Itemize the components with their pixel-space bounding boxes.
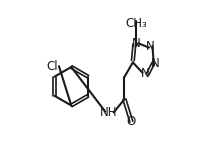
Text: NH: NH xyxy=(100,106,118,119)
Text: N: N xyxy=(132,37,140,50)
Text: N: N xyxy=(141,67,150,80)
Text: N: N xyxy=(146,41,155,53)
Text: N: N xyxy=(151,57,160,70)
Text: O: O xyxy=(127,115,136,128)
Text: CH₃: CH₃ xyxy=(125,17,147,30)
Text: Cl: Cl xyxy=(47,60,58,73)
